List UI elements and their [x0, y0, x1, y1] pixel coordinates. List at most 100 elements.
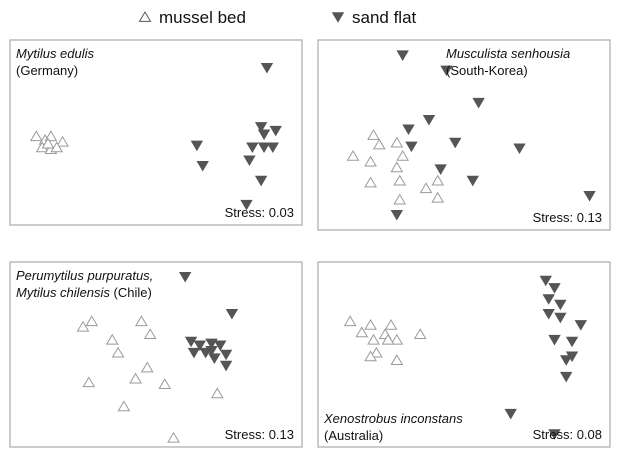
- point: [513, 143, 526, 155]
- point: [187, 347, 201, 359]
- point: [565, 336, 579, 348]
- point: [393, 174, 407, 186]
- point: [196, 160, 209, 172]
- point: [370, 346, 383, 358]
- point: [41, 137, 55, 149]
- legend-label: sand flat: [352, 8, 417, 27]
- stress-label: Stress: 0.13: [225, 427, 294, 442]
- point: [254, 175, 268, 187]
- point: [76, 320, 90, 332]
- title-part: Xenostrobus inconstans: [323, 411, 463, 426]
- point: [343, 315, 357, 327]
- point: [393, 193, 407, 205]
- point: [111, 346, 125, 358]
- point: [422, 115, 436, 126]
- point: [548, 429, 561, 440]
- point: [129, 372, 142, 384]
- point: [167, 431, 180, 443]
- point: [539, 275, 552, 287]
- point: [554, 299, 567, 311]
- point: [542, 308, 555, 320]
- panel-title: (Australia): [324, 428, 383, 443]
- point: [135, 315, 148, 327]
- point: [179, 271, 192, 283]
- panel-title: Xenostrobus inconstans: [323, 411, 463, 426]
- title-part: Mytilus chilensis: [16, 285, 110, 300]
- panel-frame: [9, 261, 303, 448]
- point: [466, 175, 479, 187]
- point: [384, 318, 398, 330]
- point: [269, 125, 282, 137]
- point: [372, 138, 386, 150]
- stress-label: Stress: 0.08: [533, 427, 602, 442]
- point: [50, 141, 64, 153]
- point: [82, 376, 96, 388]
- point: [219, 360, 233, 372]
- panel-frame: [9, 39, 303, 226]
- panel-title: Musculista senhousia: [446, 46, 570, 61]
- point: [257, 129, 271, 141]
- title-part: Musculista senhousia: [446, 46, 570, 61]
- stress-label: Stress: 0.13: [533, 210, 602, 225]
- point: [390, 161, 404, 173]
- point: [355, 326, 369, 338]
- point: [208, 353, 221, 364]
- point: [367, 129, 380, 140]
- legend-label: mussel bed: [159, 8, 246, 27]
- point: [542, 294, 555, 305]
- point: [554, 312, 567, 324]
- panel-title: (Germany): [16, 63, 78, 78]
- panel-frame: [317, 261, 611, 448]
- point: [390, 354, 404, 365]
- point: [246, 142, 259, 154]
- panel-frame: [317, 39, 611, 231]
- point: [240, 199, 253, 211]
- point: [190, 140, 204, 152]
- point: [260, 62, 274, 74]
- point: [158, 378, 172, 389]
- point: [184, 336, 198, 348]
- point: [364, 155, 377, 167]
- panel-title: (South-Korea): [446, 63, 528, 78]
- point: [583, 190, 596, 202]
- point: [266, 142, 279, 154]
- point: [140, 361, 154, 373]
- point: [364, 176, 377, 188]
- point: [85, 315, 99, 327]
- point: [205, 338, 218, 350]
- point: [143, 328, 157, 340]
- point: [440, 65, 453, 77]
- point: [225, 308, 239, 320]
- point: [396, 50, 409, 61]
- title-part: (Australia): [324, 428, 383, 443]
- panel-title: Perumytilus purpuratus,: [16, 268, 153, 283]
- point: [29, 130, 43, 142]
- point: [390, 209, 404, 221]
- point: [431, 191, 445, 203]
- title-part: Mytilus edulis: [16, 46, 95, 61]
- point: [548, 283, 561, 294]
- panel-title: Mytilus chilensis (Chile): [16, 285, 152, 300]
- legend-marker: [138, 11, 152, 22]
- point: [405, 141, 418, 153]
- point: [402, 124, 415, 136]
- point: [243, 155, 256, 166]
- point: [390, 333, 404, 345]
- point: [390, 136, 404, 148]
- point: [431, 174, 445, 186]
- point: [364, 350, 377, 362]
- point: [44, 130, 58, 142]
- title-part: Perumytilus purpuratus,: [16, 268, 153, 283]
- point: [367, 333, 380, 345]
- point: [205, 345, 218, 357]
- point: [257, 142, 271, 154]
- point: [105, 333, 119, 345]
- point: [434, 164, 447, 175]
- title-part: (South-Korea): [446, 63, 528, 78]
- point: [210, 387, 224, 399]
- point: [56, 135, 69, 147]
- point: [219, 349, 233, 361]
- point: [396, 149, 410, 161]
- point: [413, 328, 427, 340]
